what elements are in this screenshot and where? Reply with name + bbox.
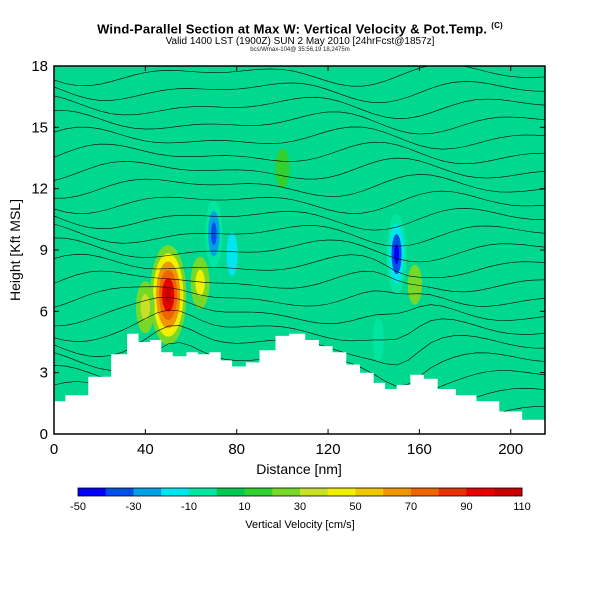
theta-contour — [54, 309, 545, 342]
y-axis-title: Height [Kft MSL] — [7, 199, 23, 301]
colorbar-tick-label: -30 — [126, 501, 142, 513]
colorbar-tick-label: 90 — [460, 501, 472, 513]
colorbar-swatch — [78, 488, 107, 496]
colorbar-swatch — [300, 488, 329, 496]
theta-contour — [54, 223, 545, 247]
theta-contour — [54, 81, 545, 103]
colorbar-tick-label: 30 — [294, 501, 306, 513]
chart-title: Wind-Parallel Section at Max W: Vertical… — [97, 21, 503, 37]
colorbar-swatch — [466, 488, 495, 496]
colorbar-swatch — [244, 488, 273, 496]
y-tick-label: 18 — [31, 58, 48, 75]
colorbar-swatch — [355, 488, 384, 496]
y-tick-label: 3 — [40, 365, 48, 382]
velocity-feature-updraft-upper — [275, 148, 290, 189]
x-tick-label: 200 — [498, 441, 523, 458]
colorbar-tick-label: 110 — [513, 501, 531, 513]
chart-subtitle: Valid 1400 LST (1900Z) SUN 2 May 2010 [2… — [165, 36, 435, 47]
colorbar-frame — [77, 487, 523, 497]
theta-contour — [54, 270, 545, 293]
chart-fineprint: bcs/Wmax-104@ 35:56,19 18,2475m — [250, 47, 350, 53]
y-tick-label: 12 — [31, 181, 48, 198]
colorbar-swatch — [327, 488, 356, 496]
colorbar-tick-label: 10 — [238, 501, 250, 513]
x-axis-title: Distance [nm] — [256, 461, 342, 477]
theta-contour — [54, 95, 545, 119]
theta-contour — [54, 253, 545, 278]
colorbar-swatch — [161, 488, 190, 496]
x-tick-label: 120 — [316, 441, 341, 458]
velocity-feature-downdraft-mid — [226, 232, 238, 277]
colorbar-swatch — [189, 488, 218, 496]
y-tick-label: 0 — [40, 426, 48, 443]
y-tick-label: 9 — [40, 242, 48, 259]
velocity-feature-downdraft-east — [394, 244, 400, 265]
x-axis: 0 40 80 120 160 200 — [50, 66, 523, 458]
colorbar-swatch — [105, 488, 134, 496]
x-tick-label: 0 — [50, 441, 58, 458]
theta-contour — [54, 66, 545, 87]
theta-contour — [54, 157, 545, 181]
colorbar-tick-label: 50 — [349, 501, 361, 513]
colorbar-swatch — [133, 488, 162, 496]
colorbar-swatch — [411, 488, 440, 496]
y-tick-label: 6 — [40, 303, 48, 320]
x-tick-label: 160 — [407, 441, 432, 458]
copyright-mark: (C) — [491, 21, 503, 30]
theta-contour — [54, 141, 545, 165]
velocity-feature-updraft-side — [140, 294, 151, 321]
colorbar-swatch — [383, 488, 412, 496]
x-tick-label: 40 — [137, 441, 154, 458]
theta-contour — [54, 174, 545, 199]
theta-contour — [54, 296, 545, 327]
colorbar-tick-label: -10 — [181, 501, 197, 513]
colorbar-tick-label: -50 — [70, 501, 86, 513]
y-tick-label: 15 — [31, 119, 48, 136]
y-axis: 0 3 6 9 12 15 18 — [31, 58, 545, 443]
theta-contour — [54, 190, 545, 214]
theta-contour — [54, 110, 545, 135]
colorbar-swatch — [438, 488, 467, 496]
theta-contour — [54, 237, 545, 263]
velocity-feature-updraft-core — [165, 286, 172, 304]
colorbar-swatch — [494, 488, 523, 496]
colorbar-swatch — [216, 488, 245, 496]
theta-contour — [54, 207, 545, 231]
x-tick-label: 80 — [228, 441, 245, 458]
colorbar-swatch — [272, 488, 301, 496]
colorbar-tick-label: 70 — [405, 501, 417, 513]
velocity-feature-updraft-secondary — [195, 269, 205, 296]
colorbar-title: Vertical Velocity [cm/s] — [245, 519, 354, 531]
theta-contour — [54, 126, 545, 150]
terrain-mask — [54, 333, 545, 434]
plot-area — [54, 66, 545, 434]
theta-contour — [54, 286, 545, 308]
colorbar: -50 -30 -10 10 30 50 70 90 110 — [70, 487, 531, 513]
